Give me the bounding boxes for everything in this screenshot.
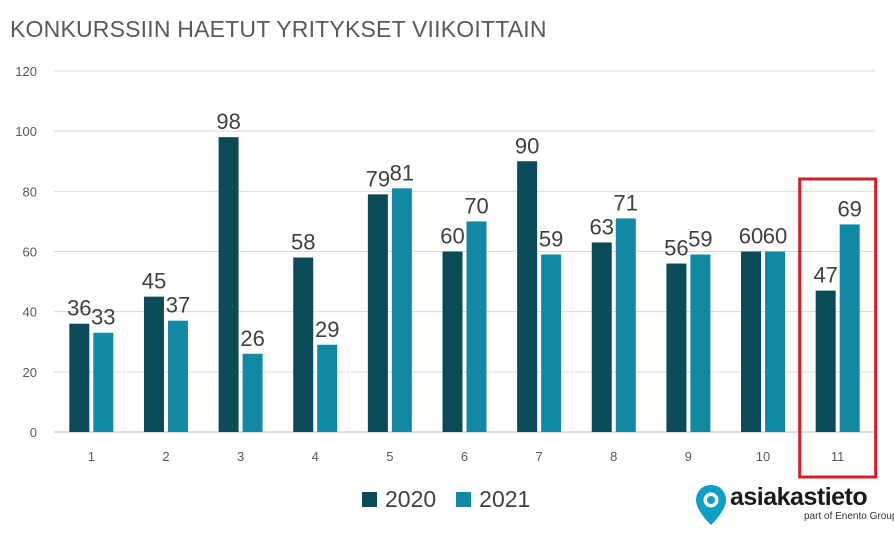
bar-2021-week-1	[93, 332, 114, 432]
bar-2021-week-9	[690, 254, 711, 432]
x-tick-label-3: 3	[237, 449, 244, 464]
data-label-2020-week-5: 79	[366, 166, 390, 191]
bar-2021-week-8	[615, 218, 636, 432]
y-tick-label-40: 40	[23, 305, 37, 320]
bar-2021-week-7	[541, 254, 562, 432]
data-label-2021-week-4: 29	[315, 317, 339, 342]
data-label-2021-week-5: 81	[390, 160, 414, 185]
x-tick-label-4: 4	[312, 449, 319, 464]
chart-title: KONKURSSIIN HAETUT YRITYKSET VIIKOITTAIN	[10, 16, 547, 42]
x-tick-label-8: 8	[610, 449, 617, 464]
x-tick-label-5: 5	[386, 449, 393, 464]
y-tick-label-80: 80	[23, 184, 37, 199]
data-label-2020-week-3: 98	[216, 109, 240, 134]
bar-2021-week-3	[242, 353, 263, 432]
legend-item-2021: 2021	[456, 486, 530, 513]
bar-2020-week-1	[69, 323, 90, 432]
data-label-2020-week-8: 63	[590, 214, 614, 239]
bar-2020-week-4	[293, 257, 314, 432]
data-label-2020-week-1: 36	[67, 296, 91, 321]
asiakastieto-logo: asiakastieto part of Enento Group	[694, 483, 894, 527]
bar-2021-week-2	[167, 320, 188, 432]
bar-2021-week-6	[466, 221, 487, 432]
data-label-2020-week-7: 90	[515, 133, 539, 158]
bar-2020-week-7	[517, 161, 538, 432]
x-tick-label-7: 7	[536, 449, 543, 464]
legend: 2020 2021	[362, 486, 550, 513]
data-label-2021-week-7: 59	[539, 227, 563, 252]
y-tick-label-100: 100	[15, 124, 37, 139]
bar-2020-week-5	[367, 194, 388, 432]
x-tick-label-2: 2	[162, 449, 169, 464]
legend-swatch-2021	[456, 492, 472, 507]
logo-tagline: part of Enento Group	[804, 511, 894, 522]
x-tick-label-6: 6	[461, 449, 468, 464]
legend-swatch-2020	[362, 492, 377, 507]
data-label-2021-week-2: 37	[166, 293, 190, 318]
bars	[69, 137, 860, 432]
bar-2020-week-2	[143, 296, 164, 432]
logo-wordmark: asiakastieto	[730, 483, 868, 511]
data-label-2021-week-8: 71	[614, 190, 638, 215]
legend-label-2021: 2021	[479, 486, 531, 512]
highlight-box	[798, 177, 878, 479]
legend-label-2020: 2020	[385, 486, 437, 512]
data-label-2021-week-11: 69	[837, 196, 861, 221]
data-label-2020-week-9: 56	[664, 236, 688, 261]
x-tick-label-1: 1	[88, 449, 95, 464]
bar-2020-week-8	[591, 242, 612, 432]
data-label-2021-week-9: 59	[688, 227, 712, 252]
data-label-2021-week-6: 70	[464, 193, 488, 218]
y-tick-label-60: 60	[23, 245, 37, 260]
data-label-2021-week-10: 60	[763, 224, 787, 249]
bar-2020-week-6	[442, 251, 463, 432]
data-label-2020-week-6: 60	[440, 224, 464, 249]
x-tick-label-11: 11	[831, 449, 845, 464]
y-tick-label-120: 120	[15, 64, 37, 79]
y-tick-label-20: 20	[23, 365, 37, 380]
data-label-2020-week-11: 47	[813, 263, 837, 288]
x-axis-ticks: 1 2 3 4 5 6 7 8 9 10 11	[88, 449, 845, 464]
data-label-2020-week-4: 58	[291, 230, 315, 255]
data-label-2021-week-1: 33	[91, 305, 115, 330]
x-tick-label-10: 10	[756, 449, 770, 464]
data-label-2021-week-3: 26	[240, 326, 264, 351]
legend-item-2020: 2020	[362, 486, 436, 513]
bar-2021-week-5	[391, 188, 412, 432]
bar-2020-week-10	[741, 251, 762, 432]
data-label-2020-week-2: 45	[142, 269, 166, 294]
bar-2021-week-4	[317, 344, 338, 432]
bar-2021-week-10	[765, 251, 786, 432]
bar-2020-week-11	[815, 290, 836, 432]
location-pin-icon	[696, 485, 726, 525]
bar-2020-week-3	[218, 137, 239, 432]
data-label-2020-week-10: 60	[739, 224, 763, 249]
bar-2021-week-11	[839, 224, 860, 432]
x-tick-label-9: 9	[685, 449, 692, 464]
bar-2020-week-9	[666, 263, 687, 432]
y-axis-ticks: 0 20 40 60 80 100 120	[15, 64, 37, 440]
y-tick-label-0: 0	[30, 425, 37, 440]
gridlines	[54, 70, 875, 433]
